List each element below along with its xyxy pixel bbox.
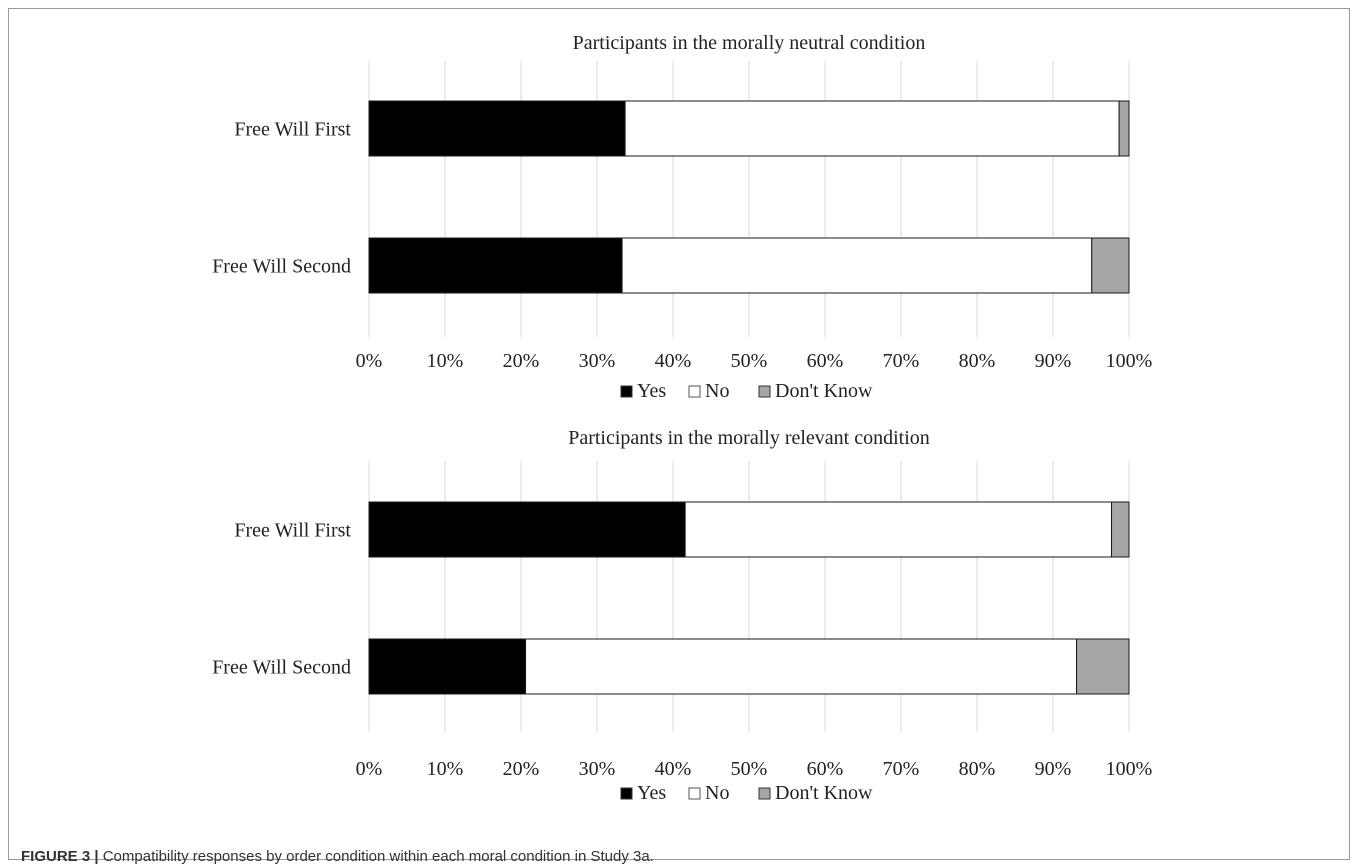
bar-segment-yes: [368, 237, 623, 294]
chart-legend: Yes No Don't Know: [620, 380, 873, 402]
bar-segment-no: [684, 501, 1113, 558]
legend-swatch: [758, 385, 771, 398]
x-tick-label: 40%: [655, 758, 692, 780]
x-tick-label: 30%: [579, 758, 616, 780]
category-label: Free Will First: [234, 119, 351, 141]
bar-segment-no: [624, 100, 1120, 157]
x-tick-label: 80%: [959, 350, 996, 372]
chart-title: Participants in the morally relevant con…: [568, 427, 930, 449]
x-tick-label: 60%: [807, 350, 844, 372]
figure-caption: FIGURE 3 | Compatibility responses by or…: [21, 848, 654, 865]
x-tick-label: 80%: [959, 758, 996, 780]
bar-segment-yes: [368, 100, 626, 157]
x-tick-label: 10%: [427, 350, 464, 372]
legend-label: Yes: [637, 782, 666, 804]
bar-segment-don-t-know: [1076, 638, 1130, 695]
legend-label: No: [705, 782, 729, 804]
legend-label: Don't Know: [775, 380, 873, 402]
figure: Participants in the morally neutral cond…: [8, 8, 1350, 865]
x-tick-label: 70%: [883, 350, 920, 372]
x-tick-label: 20%: [503, 758, 540, 780]
chart-legend: Yes No Don't Know: [620, 782, 873, 804]
bar-segment-don-t-know: [1111, 501, 1130, 558]
x-tick-label: 50%: [731, 758, 768, 780]
x-tick-label: 90%: [1035, 758, 1072, 780]
category-label: Free Will Second: [212, 256, 351, 278]
bar-segment-yes: [368, 638, 527, 695]
x-tick-label: 70%: [883, 758, 920, 780]
bar-segment-no: [621, 237, 1093, 294]
x-tick-label: 100%: [1106, 758, 1153, 780]
legend-swatch: [688, 787, 701, 800]
chart-panel-2: Participants in the morally relevant con…: [212, 427, 1152, 804]
legend-label: Yes: [637, 380, 666, 402]
chart-title: Participants in the morally neutral cond…: [573, 32, 926, 54]
x-tick-label: 60%: [807, 758, 844, 780]
legend-swatch: [620, 385, 633, 398]
x-tick-label: 100%: [1106, 350, 1153, 372]
category-label: Free Will Second: [212, 657, 351, 679]
legend-swatch: [620, 787, 633, 800]
legend-swatch: [688, 385, 701, 398]
charts-canvas: Participants in the morally neutral cond…: [212, 32, 1152, 804]
x-tick-label: 90%: [1035, 350, 1072, 372]
legend-label: Don't Know: [775, 782, 873, 804]
legend-swatch: [758, 787, 771, 800]
bar-segment-don-t-know: [1118, 100, 1130, 157]
x-tick-label: 50%: [731, 350, 768, 372]
chart-panel-1: Participants in the morally neutral cond…: [212, 32, 1152, 402]
figure-caption-text: Compatibility responses by order conditi…: [98, 848, 654, 865]
x-tick-label: 40%: [655, 350, 692, 372]
category-label: Free Will First: [234, 520, 351, 542]
legend-label: No: [705, 380, 729, 402]
x-tick-label: 0%: [356, 350, 383, 372]
bar-segment-don-t-know: [1091, 237, 1130, 294]
x-tick-label: 0%: [356, 758, 383, 780]
bar-segment-no: [525, 638, 1078, 695]
x-tick-label: 30%: [579, 350, 616, 372]
bar-segment-yes: [368, 501, 686, 558]
x-tick-label: 10%: [427, 758, 464, 780]
x-tick-label: 20%: [503, 350, 540, 372]
figure-caption-label: FIGURE 3 |: [21, 848, 99, 865]
